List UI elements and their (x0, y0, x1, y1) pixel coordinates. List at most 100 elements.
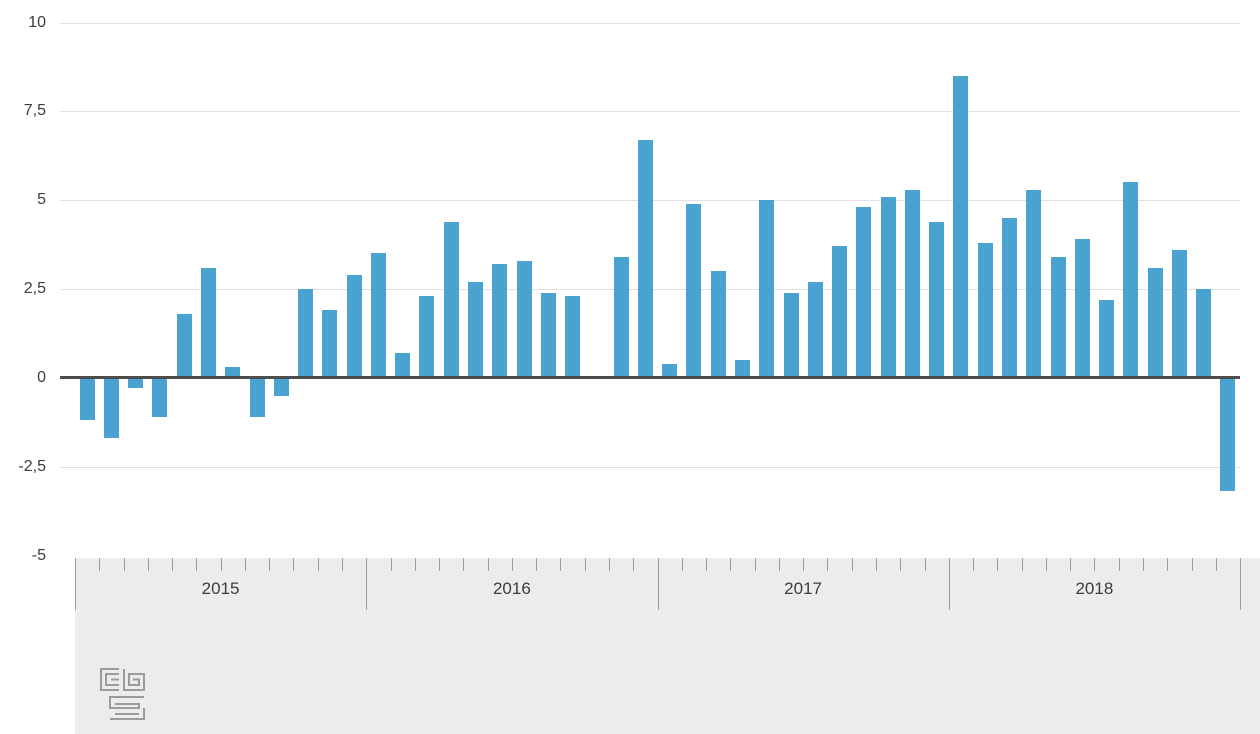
logo-letter-s (109, 696, 145, 720)
month-tick (1070, 558, 1072, 571)
month-tick (123, 558, 125, 571)
y-axis-label: 2,5 (23, 280, 46, 297)
bar (613, 257, 629, 378)
bar (152, 377, 168, 417)
month-tick (560, 558, 562, 571)
bar (128, 377, 144, 389)
year-label: 2016 (492, 579, 531, 598)
month-tick (269, 558, 271, 571)
month-tick (390, 558, 392, 571)
zero-baseline (60, 376, 1240, 379)
month-tick (584, 558, 586, 571)
month-tick (536, 558, 538, 571)
bar (1220, 377, 1236, 492)
bar (807, 281, 823, 378)
month-tick (463, 558, 465, 571)
bar (759, 200, 775, 378)
month-tick (317, 558, 319, 571)
bar (880, 196, 896, 378)
month-tick (1167, 558, 1169, 571)
month-tick (172, 558, 174, 571)
year-label: 2018 (1075, 579, 1114, 598)
month-tick (706, 558, 707, 571)
month-tick (1021, 558, 1023, 571)
bar (346, 274, 362, 378)
month-tick (414, 558, 416, 571)
y-axis-label: 10 (28, 13, 46, 31)
bar (929, 221, 945, 378)
bar (79, 377, 95, 421)
month-tick (99, 558, 101, 571)
bar (904, 189, 920, 378)
cbs-logo (100, 668, 145, 720)
year-separator-tick (75, 558, 76, 610)
y-axis-label: -5 (31, 546, 46, 564)
year-label: 2017 (784, 579, 823, 598)
bar (1099, 299, 1114, 378)
year-separator-tick (366, 558, 368, 610)
month-tick (730, 558, 732, 571)
month-tick (1191, 558, 1193, 571)
bar (249, 377, 265, 417)
bar (443, 221, 459, 378)
bar (1147, 267, 1163, 378)
bar (103, 377, 119, 439)
y-axis-label: 0 (37, 368, 46, 386)
gridline (60, 111, 1240, 113)
bar (832, 246, 847, 378)
month-tick (1118, 558, 1120, 571)
bar (370, 253, 386, 378)
month-tick (803, 558, 805, 571)
month-tick (875, 558, 877, 571)
bar (516, 260, 532, 378)
month-tick (754, 558, 756, 571)
month-tick (487, 558, 489, 571)
month-tick (293, 558, 295, 571)
month-tick (851, 558, 853, 571)
bar (273, 377, 289, 396)
gridline (60, 466, 1240, 468)
bar (492, 264, 508, 378)
bar (298, 289, 314, 378)
month-tick (342, 558, 343, 571)
gridline (60, 22, 1240, 24)
month-tick (439, 558, 441, 571)
month-tick (1215, 558, 1217, 571)
bar (176, 313, 192, 378)
month-tick (827, 558, 829, 571)
bar (201, 267, 216, 378)
bar (734, 360, 750, 378)
y-axis-label: -2,5 (18, 457, 46, 475)
bar (1074, 239, 1090, 378)
month-tick (924, 558, 926, 571)
bar (686, 203, 702, 378)
bar (977, 242, 993, 378)
month-tick (681, 558, 683, 571)
bar (856, 207, 872, 378)
bar (225, 367, 241, 378)
month-tick (147, 558, 149, 571)
month-tick (900, 558, 902, 571)
month-tick (196, 558, 198, 571)
month-tick (1045, 558, 1047, 571)
month-tick (1094, 558, 1096, 571)
bar (953, 75, 969, 378)
bar (1196, 289, 1212, 378)
bar (637, 139, 653, 378)
year-separator-tick (1240, 558, 1241, 610)
bar (1171, 249, 1187, 378)
y-axis-label: 7,5 (23, 102, 46, 120)
bar (322, 310, 338, 378)
bar (662, 363, 678, 378)
year-separator-tick (948, 558, 950, 610)
bar (1001, 217, 1017, 378)
bar (540, 292, 556, 378)
month-tick (778, 558, 780, 571)
year-separator-tick (657, 558, 659, 610)
month-tick (244, 558, 246, 571)
bar (783, 292, 799, 378)
